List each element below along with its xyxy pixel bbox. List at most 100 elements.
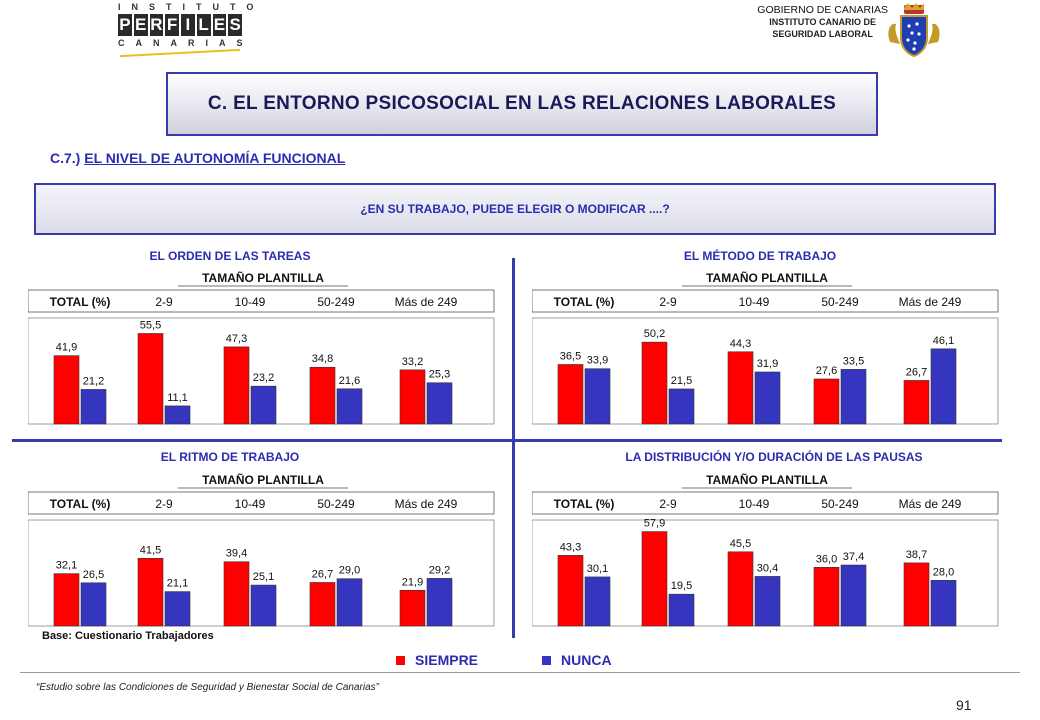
data-label: 36,5 bbox=[560, 350, 581, 362]
bar-nunca bbox=[336, 578, 363, 627]
government-header: GOBIERNO DE CANARIAS INSTITUTO CANARIO D… bbox=[757, 4, 888, 40]
footer-text: “Estudio sobre las Condiciones de Seguri… bbox=[36, 682, 379, 693]
category-label: 10-49 bbox=[235, 497, 266, 511]
bar-nunca bbox=[80, 582, 107, 627]
chart-subtitle: TAMAÑO PLANTILLA bbox=[706, 472, 828, 487]
data-label: 33,2 bbox=[402, 356, 423, 368]
data-label: 55,5 bbox=[140, 319, 161, 331]
page-title: C. EL ENTORNO PSICOSOCIAL EN LAS RELACIO… bbox=[207, 93, 837, 114]
legend-siempre-label: SIEMPRE bbox=[415, 652, 479, 668]
vertical-divider bbox=[512, 258, 515, 638]
data-label: 36,0 bbox=[816, 553, 837, 565]
question-box: ¿EN SU TRABAJO, PUEDE ELEGIR O MODIFICAR… bbox=[34, 183, 996, 235]
bar-nunca bbox=[164, 591, 191, 627]
data-label: 21,5 bbox=[671, 375, 692, 387]
bar-siempre bbox=[399, 589, 426, 627]
bar-siempre bbox=[399, 369, 426, 425]
bar-siempre bbox=[53, 573, 80, 627]
data-label: 30,4 bbox=[757, 562, 778, 574]
data-label: 33,9 bbox=[587, 355, 608, 367]
category-label: 50-249 bbox=[317, 295, 355, 309]
category-label: 2-9 bbox=[659, 295, 677, 309]
category-label: Más de 249 bbox=[899, 295, 962, 309]
chart-subtitle: TAMAÑO PLANTILLA bbox=[202, 270, 324, 285]
category-label: 50-249 bbox=[821, 497, 859, 511]
logo-letter: P bbox=[118, 14, 132, 36]
gov-line-3: SEGURIDAD LABORAL bbox=[772, 29, 873, 39]
bar-siempre bbox=[137, 558, 164, 627]
bar-nunca bbox=[754, 576, 781, 627]
data-label: 43,3 bbox=[560, 541, 581, 553]
data-label: 21,2 bbox=[83, 375, 104, 387]
bar-nunca bbox=[164, 405, 191, 425]
category-label: Más de 249 bbox=[395, 295, 458, 309]
bar-siempre bbox=[813, 378, 840, 425]
data-label: 21,6 bbox=[339, 375, 360, 387]
footer-divider bbox=[20, 672, 1020, 673]
data-label: 33,5 bbox=[843, 355, 864, 367]
data-label: 45,5 bbox=[730, 538, 751, 550]
category-label: Más de 249 bbox=[899, 497, 962, 511]
horizontal-divider bbox=[12, 439, 1002, 442]
bar-nunca bbox=[668, 593, 695, 627]
bar-siempre bbox=[903, 562, 930, 627]
bar-siempre bbox=[813, 566, 840, 627]
chart-metodo-trabajo: TAMAÑO PLANTILLA TOTAL (%) 2-9 10-49 50-249 M… bbox=[532, 270, 999, 425]
header-frame bbox=[532, 289, 999, 313]
bar-nunca bbox=[426, 578, 453, 627]
bar-nunca bbox=[250, 385, 277, 425]
logo-letter: L bbox=[196, 14, 211, 36]
chart-ritmo-trabajo: TAMAÑO PLANTILLA TOTAL (%) 2-9 10-49 50-249 M… bbox=[28, 472, 495, 627]
data-label: 44,3 bbox=[730, 338, 751, 350]
category-label: Más de 249 bbox=[395, 497, 458, 511]
chart-title-pausas: LA DISTRIBUCIÓN Y/O DURACIÓN DE LAS PAUS… bbox=[625, 450, 923, 464]
chart-distribucion-pausas: TAMAÑO PLANTILLA TOTAL (%) 2-9 10-49 50-249 M… bbox=[532, 472, 999, 627]
header-frame bbox=[28, 289, 495, 313]
logo-bottom-text: CANARIAS bbox=[118, 38, 254, 48]
chart-title-orden: EL ORDEN DE LAS TAREAS bbox=[149, 249, 311, 263]
data-label: 23,2 bbox=[253, 372, 274, 384]
bar-nunca bbox=[584, 368, 611, 425]
bar-siempre bbox=[641, 531, 668, 627]
data-label: 38,7 bbox=[906, 549, 927, 561]
category-label: TOTAL (%) bbox=[554, 497, 615, 511]
bar-siempre bbox=[309, 366, 336, 425]
bar-nunca bbox=[930, 348, 957, 425]
legend-nunca-label: NUNCA bbox=[561, 652, 612, 668]
bar-siempre bbox=[727, 351, 754, 425]
header-frame bbox=[532, 491, 999, 515]
logo-letter: E bbox=[133, 14, 148, 36]
data-label: 57,9 bbox=[644, 518, 665, 530]
data-label: 31,9 bbox=[757, 358, 778, 370]
bar-siempre bbox=[137, 333, 164, 425]
data-label: 41,5 bbox=[140, 544, 161, 556]
bar-nunca bbox=[668, 388, 695, 425]
data-label: 21,1 bbox=[167, 578, 188, 590]
logo-letter: S bbox=[228, 14, 242, 36]
category-label: 10-49 bbox=[235, 295, 266, 309]
gov-line-1: GOBIERNO DE CANARIAS bbox=[757, 4, 888, 16]
logo-underline bbox=[120, 48, 240, 58]
data-label: 26,7 bbox=[906, 366, 927, 378]
logo-letter: F bbox=[165, 14, 179, 36]
bar-siempre bbox=[727, 551, 754, 627]
legend-siempre-swatch bbox=[396, 655, 405, 665]
data-label: 21,9 bbox=[402, 576, 423, 588]
chart-subtitle: TAMAÑO PLANTILLA bbox=[706, 270, 828, 285]
legend-siempre: SIEMPRE bbox=[396, 652, 478, 668]
category-label: 2-9 bbox=[659, 497, 677, 511]
header-frame bbox=[28, 491, 495, 515]
bar-nunca bbox=[754, 371, 781, 425]
category-label: 2-9 bbox=[155, 497, 173, 511]
category-label: TOTAL (%) bbox=[554, 295, 615, 309]
section-prefix: C.7.) bbox=[50, 150, 81, 166]
bar-siempre bbox=[557, 555, 584, 627]
bar-siempre bbox=[309, 582, 336, 627]
bar-siempre bbox=[223, 346, 250, 425]
page-number: 91 bbox=[956, 697, 972, 713]
chart-title-metodo: EL MÉTODO DE TRABAJO bbox=[683, 249, 837, 263]
data-label: 41,9 bbox=[56, 342, 77, 354]
legend-nunca: NUNCA bbox=[542, 652, 612, 668]
data-label: 28,0 bbox=[933, 566, 954, 578]
